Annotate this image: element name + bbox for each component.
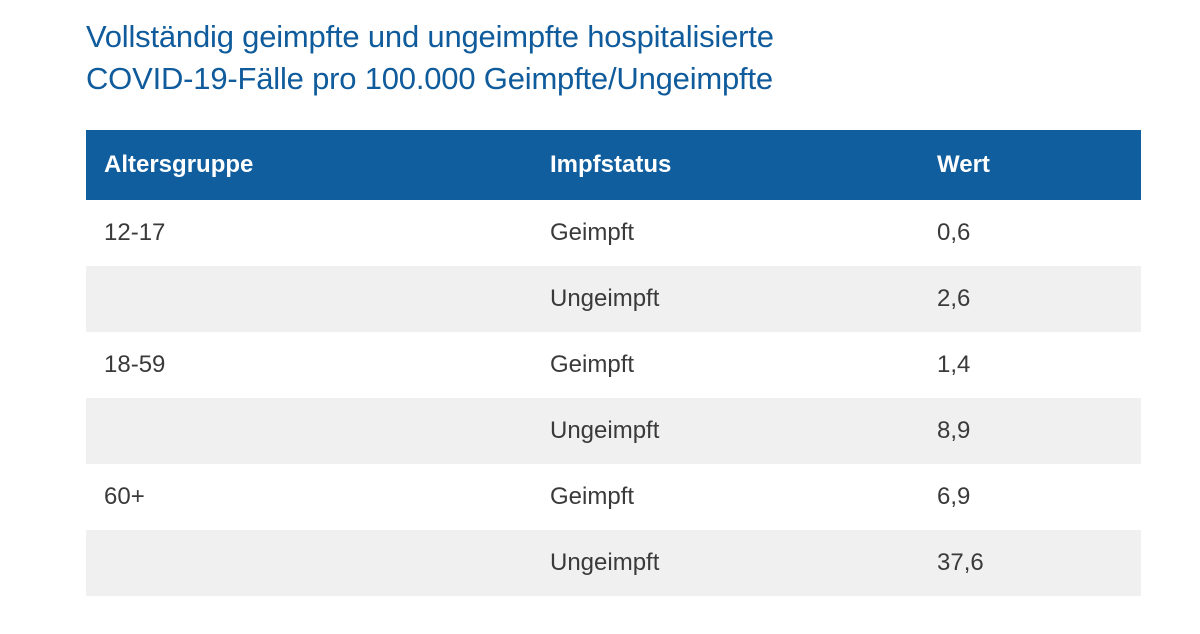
cell-altersgruppe: 18-59 — [104, 351, 166, 378]
cell-altersgruppe — [86, 530, 532, 596]
cell-altersgruppe — [86, 266, 532, 332]
table-header-row: Altersgruppe Impfstatus Wert — [86, 130, 1141, 200]
cell-wert: 0,6 — [937, 219, 971, 246]
cell-impfstatus: Ungeimpft — [550, 285, 660, 312]
page: Vollständig geimpfte und ungeimpfte hosp… — [86, 16, 1141, 596]
cell-wert: 8,9 — [937, 417, 971, 444]
cell-wert: 1,4 — [937, 351, 971, 378]
table-row: 60+ Geimpft 6,9 — [86, 464, 1141, 530]
cell-impfstatus: Ungeimpft — [550, 417, 660, 444]
page-title-line-1: Vollständig geimpfte und ungeimpfte hosp… — [86, 19, 774, 54]
table-row: 12-17 Geimpft 0,6 — [86, 200, 1141, 266]
table-row: 18-59 Geimpft 1,4 — [86, 332, 1141, 398]
column-header-wert: Wert — [919, 130, 1141, 200]
page-title-line-2: COVID-19-Fälle pro 100.000 Geimpfte/Unge… — [86, 61, 773, 96]
page-title: Vollständig geimpfte und ungeimpfte hosp… — [86, 16, 1141, 100]
column-header-impfstatus: Impfstatus — [532, 130, 919, 200]
cell-impfstatus: Geimpft — [550, 351, 635, 378]
cell-impfstatus: Geimpft — [550, 483, 635, 510]
cell-wert: 2,6 — [937, 285, 971, 312]
table-row: Ungeimpft 8,9 — [86, 398, 1141, 464]
table-row: Ungeimpft 37,6 — [86, 530, 1141, 596]
cell-impfstatus: Geimpft — [550, 219, 635, 246]
cell-wert: 37,6 — [937, 549, 984, 576]
cell-impfstatus: Ungeimpft — [550, 549, 660, 576]
cell-wert: 6,9 — [937, 483, 971, 510]
cell-altersgruppe: 12-17 — [104, 219, 166, 246]
hospitalization-table: Altersgruppe Impfstatus Wert 12-17 Geimp… — [86, 130, 1141, 596]
cell-altersgruppe — [86, 398, 532, 464]
column-header-altersgruppe: Altersgruppe — [86, 130, 532, 200]
cell-altersgruppe: 60+ — [104, 483, 145, 510]
table-row: Ungeimpft 2,6 — [86, 266, 1141, 332]
